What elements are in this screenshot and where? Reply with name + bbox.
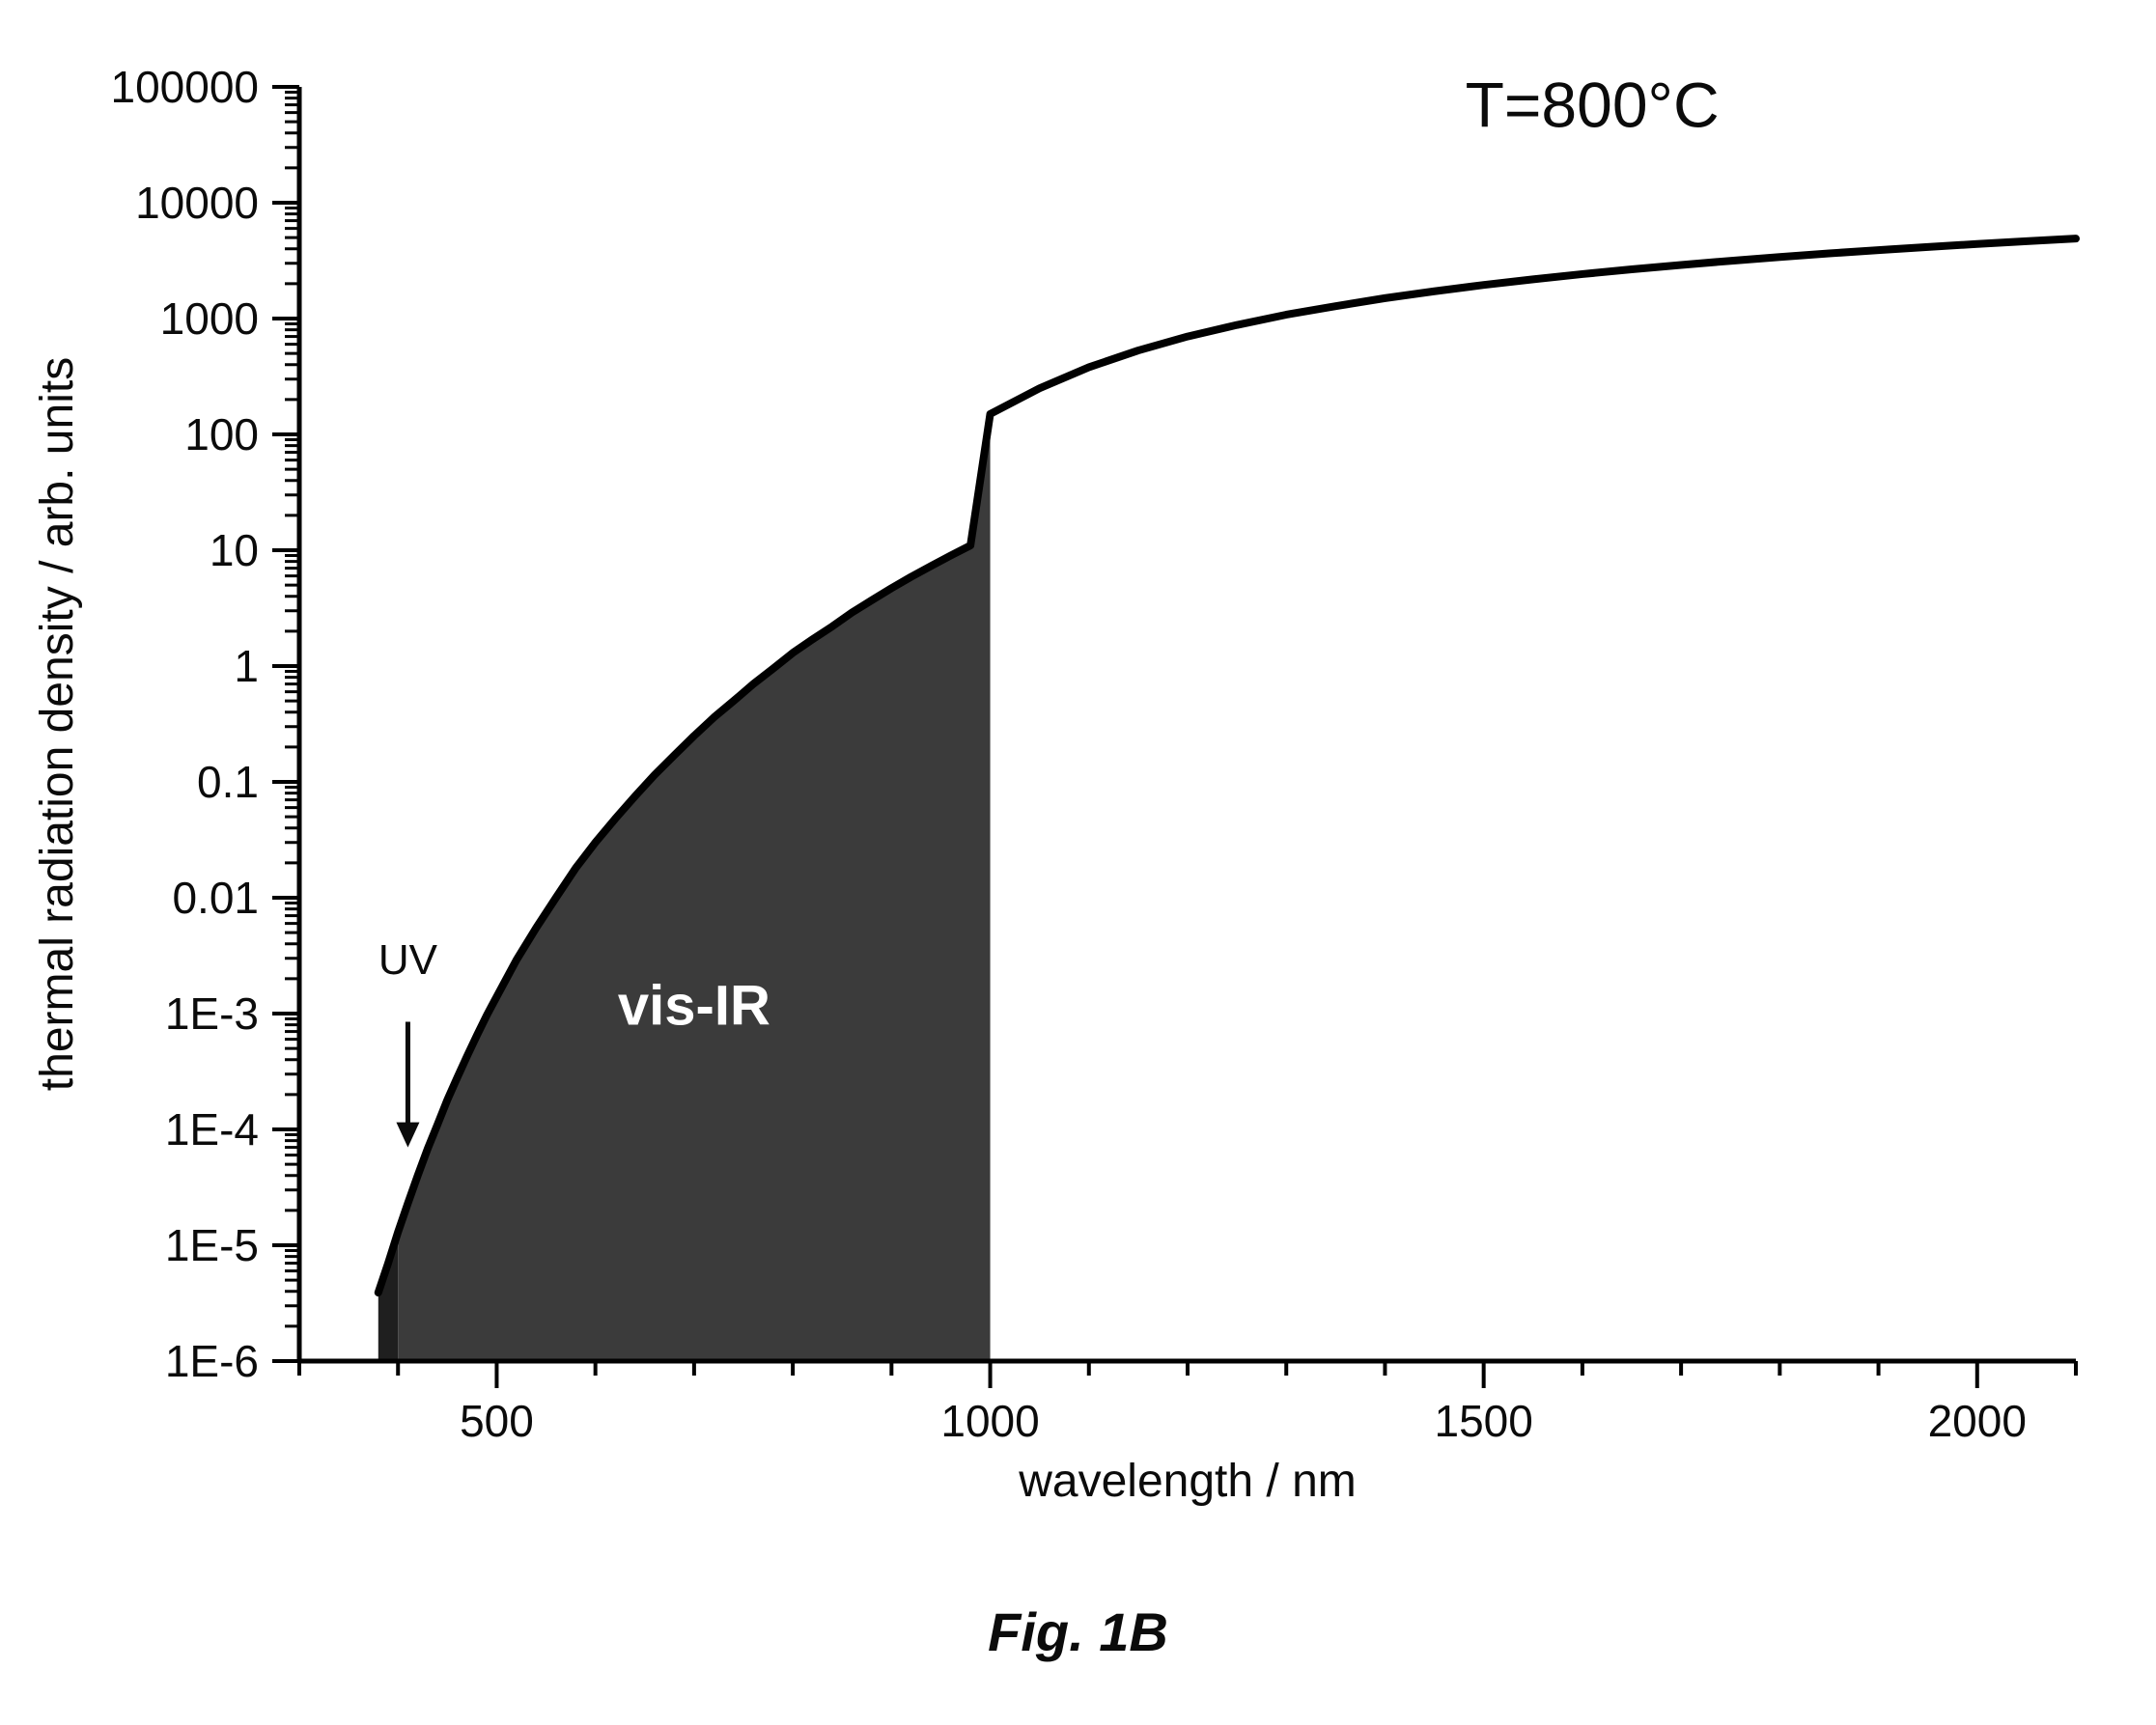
y-tick-label: 1E-5 [165, 1220, 259, 1270]
y-axis-label: thermal radiation density / arb. units [32, 357, 83, 1091]
y-tick-label: 1E-6 [165, 1336, 259, 1386]
y-tick-label: 1E-4 [165, 1104, 259, 1155]
uv-annotation: UV [378, 936, 438, 984]
y-tick-label: 10 [210, 525, 259, 575]
x-tick-label: 1000 [940, 1396, 1039, 1446]
x-tick-label: 1500 [1434, 1396, 1532, 1446]
y-tick-label: 1E-3 [165, 988, 259, 1039]
y-tick-label: 100 [184, 409, 259, 459]
y-tick-label: 1000 [160, 293, 259, 344]
y-tick-label: 10000 [135, 178, 259, 228]
y-tick-label: 0.01 [172, 873, 259, 923]
figure-1b: 500 1000 1500 2000 1E-6 1E-5 1E-4 1E-3 0.01 0.1 1 1… [0, 0, 2156, 1725]
y-tick-label: 100000 [111, 62, 260, 112]
chart-svg: 500 1000 1500 2000 1E-6 1E-5 1E-4 1E-3 0.01 0.1 1 1… [0, 0, 2156, 1725]
figure-caption: Fig. 1B [988, 1601, 1168, 1662]
temperature-annotation: T=800°C [1466, 70, 1720, 141]
visir-annotation: vis-IR [618, 975, 770, 1038]
y-tick-label: 0.1 [197, 757, 259, 807]
x-tick-label: 2000 [1928, 1396, 2027, 1446]
x-axis-label: wavelength / nm [1018, 1456, 1357, 1507]
y-tick-label: 1 [234, 641, 259, 691]
x-tick-label: 500 [460, 1396, 534, 1446]
